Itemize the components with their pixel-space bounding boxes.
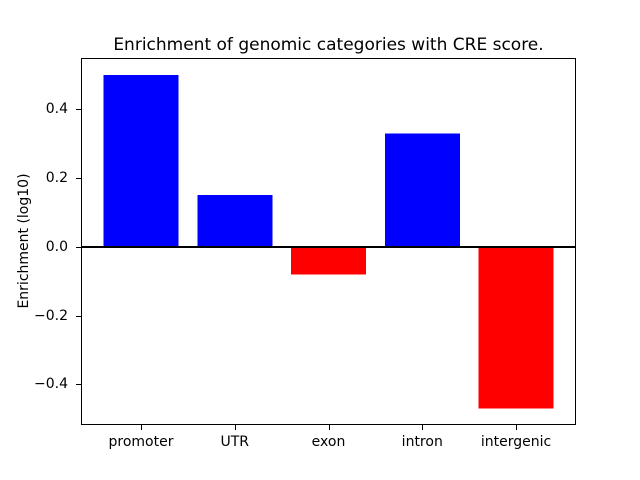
y-tick-label: 0.2 [45, 170, 68, 187]
bar-exon [291, 246, 366, 275]
x-tick-label-promoter: promoter [108, 434, 174, 450]
y-tick-label: 0.4 [45, 101, 68, 118]
bar-intron [384, 133, 460, 247]
chart-title: Enrichment of genomic categories with CR… [113, 35, 544, 55]
bar-promoter [103, 74, 179, 247]
bar-UTR [197, 195, 273, 247]
bar-intergenic [478, 246, 554, 409]
y-tick-label: 0.0 [45, 238, 68, 255]
x-tick-label-intron: intron [401, 434, 443, 450]
y-tick-label: −0.4 [34, 376, 68, 393]
axes-frame [81, 58, 576, 425]
x-tick-label-exon: exon [311, 434, 346, 450]
x-tick-label-UTR: UTR [220, 434, 250, 450]
y-tick-label: −0.2 [34, 307, 68, 324]
x-tick-label-intergenic: intergenic [480, 434, 552, 450]
